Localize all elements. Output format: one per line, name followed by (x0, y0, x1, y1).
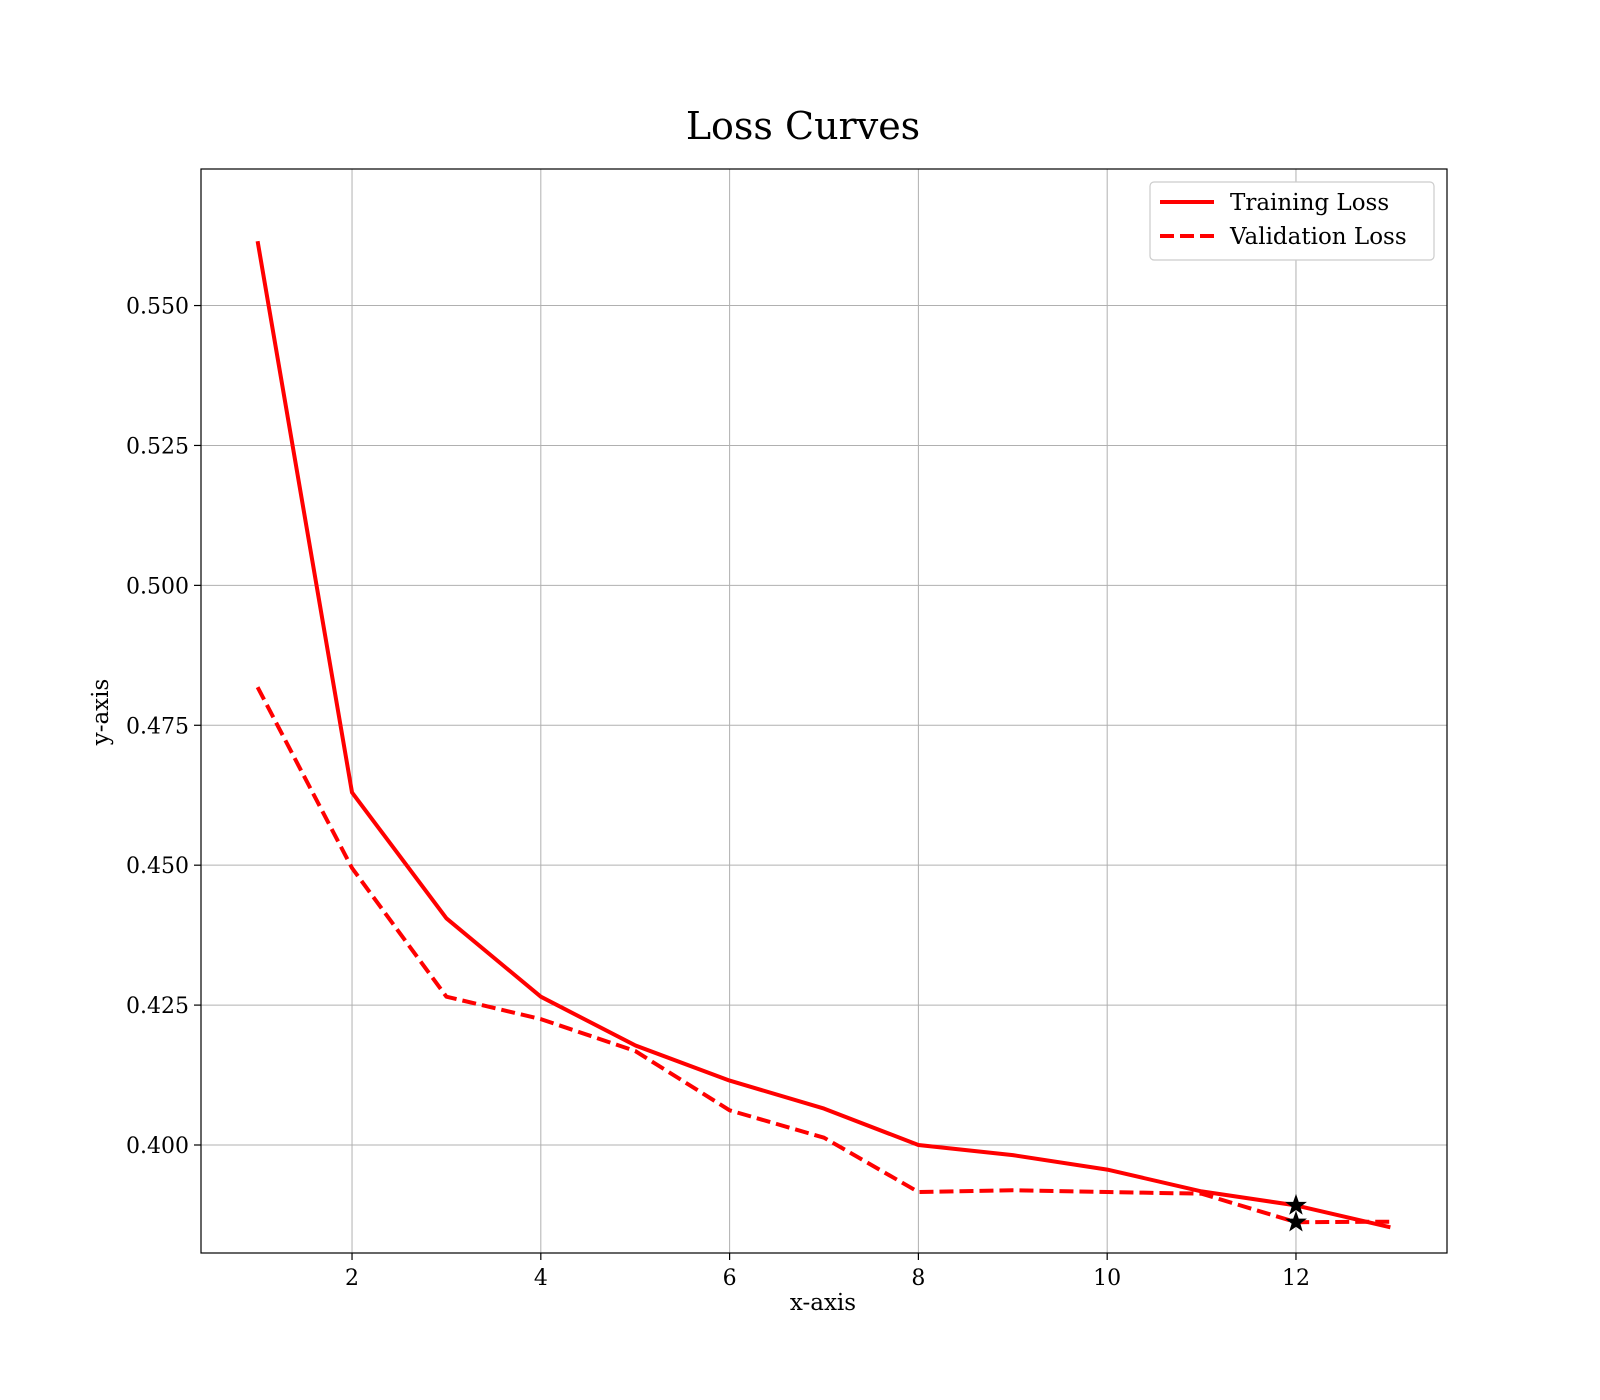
y-tick-label: 0.500 (126, 574, 189, 599)
x-tick-label: 2 (345, 1266, 359, 1291)
validation-loss-line (255, 686, 1391, 1225)
y-tick-label: 0.550 (126, 295, 189, 320)
x-tick-label: 10 (1093, 1266, 1121, 1291)
legend-label-validation: Validation Loss (1229, 224, 1407, 250)
y-tick-label: 0.400 (126, 1134, 189, 1159)
y-tick-label: 0.525 (126, 434, 189, 459)
series-lines (255, 240, 1391, 1230)
x-axis-label: x-axis (790, 1290, 856, 1316)
legend-label-training: Training Loss (1230, 190, 1389, 216)
x-tick-label: 4 (534, 1266, 548, 1291)
training-loss-line (255, 240, 1391, 1230)
validation-star-marker (1285, 1210, 1307, 1232)
axis-ticks: 2 4 6 8 10 12 0.400 0.425 0.450 0.475 0.500 0.525 0.… (126, 295, 1310, 1291)
x-tick-label: 12 (1282, 1266, 1310, 1291)
x-tick-label: 8 (911, 1266, 925, 1291)
y-tick-label: 0.450 (126, 854, 189, 879)
y-tick-label: 0.475 (126, 714, 189, 739)
star-markers (1285, 1193, 1307, 1232)
x-tick-label: 6 (723, 1266, 737, 1291)
plot-frame (200, 168, 1448, 1254)
y-axis-label: y-axis (88, 679, 114, 747)
legend-box (1149, 181, 1435, 261)
y-tick-label: 0.425 (126, 994, 189, 1019)
chart-title: Loss Curves (686, 104, 920, 148)
legend: Training Loss Validation Loss (1149, 181, 1435, 261)
training-star-marker (1285, 1193, 1307, 1215)
